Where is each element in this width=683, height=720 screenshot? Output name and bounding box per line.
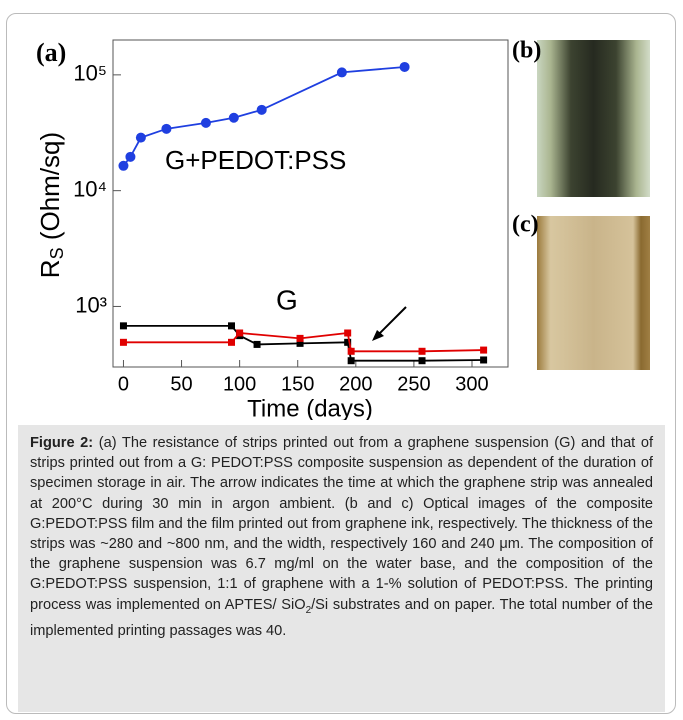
- x-axis-title: Time (days): [247, 395, 373, 420]
- point: [228, 322, 235, 329]
- point: [254, 341, 261, 348]
- x-tick-label: 200: [339, 373, 372, 395]
- photo-b: [537, 40, 650, 197]
- y-tick-label: 10⁴: [73, 176, 107, 201]
- y-title-main: R: [35, 259, 65, 278]
- point: [297, 335, 304, 342]
- caption: Figure 2: (a) The resistance of strips p…: [18, 425, 665, 712]
- point: [480, 356, 487, 363]
- caption-text: (a) The resistance of strips printed out…: [30, 435, 653, 613]
- point: [236, 329, 243, 336]
- panel-label: (c): [512, 212, 539, 238]
- point: [201, 118, 211, 128]
- x-tick-label: 50: [170, 373, 192, 395]
- point: [400, 62, 410, 72]
- point: [118, 161, 128, 171]
- x-tick-label: 100: [223, 373, 256, 395]
- point: [344, 329, 351, 336]
- point: [480, 347, 487, 354]
- point: [348, 348, 355, 355]
- y-title-sub: S: [47, 247, 67, 259]
- annotation: G: [276, 284, 298, 315]
- caption-label: Figure 2:: [30, 435, 93, 451]
- photo-c: [537, 216, 650, 370]
- x-tick-label: 250: [397, 373, 430, 395]
- point: [161, 124, 171, 134]
- point: [419, 348, 426, 355]
- point: [257, 105, 267, 115]
- y-title-rest: (Ohm/sq): [35, 132, 65, 248]
- y-axis-title: RS (Ohm/sq): [35, 132, 67, 278]
- arrow: [378, 307, 406, 335]
- x-tick-label: 300: [455, 373, 488, 395]
- panel-label: (a): [36, 38, 66, 67]
- point: [348, 357, 355, 364]
- point: [419, 357, 426, 364]
- point: [228, 339, 235, 346]
- plot-frame: [113, 40, 508, 367]
- point: [120, 339, 127, 346]
- point: [136, 133, 146, 143]
- annotation: G+PEDOT:PSS: [165, 145, 346, 175]
- page: {"chart_data": {"type": "line", "log": t…: [0, 0, 683, 720]
- chart: (b) (c) (a) Time (days) RS (Ohm/sq) G+PE…: [0, 0, 683, 420]
- point: [125, 152, 135, 162]
- y-tick-label: 10³: [75, 292, 107, 317]
- panel-label: (b): [512, 38, 541, 64]
- point: [229, 113, 239, 123]
- y-tick-label: 10⁵: [73, 61, 107, 86]
- point: [120, 322, 127, 329]
- point: [337, 67, 347, 77]
- x-tick-label: 150: [281, 373, 314, 395]
- x-tick-label: 0: [118, 373, 129, 395]
